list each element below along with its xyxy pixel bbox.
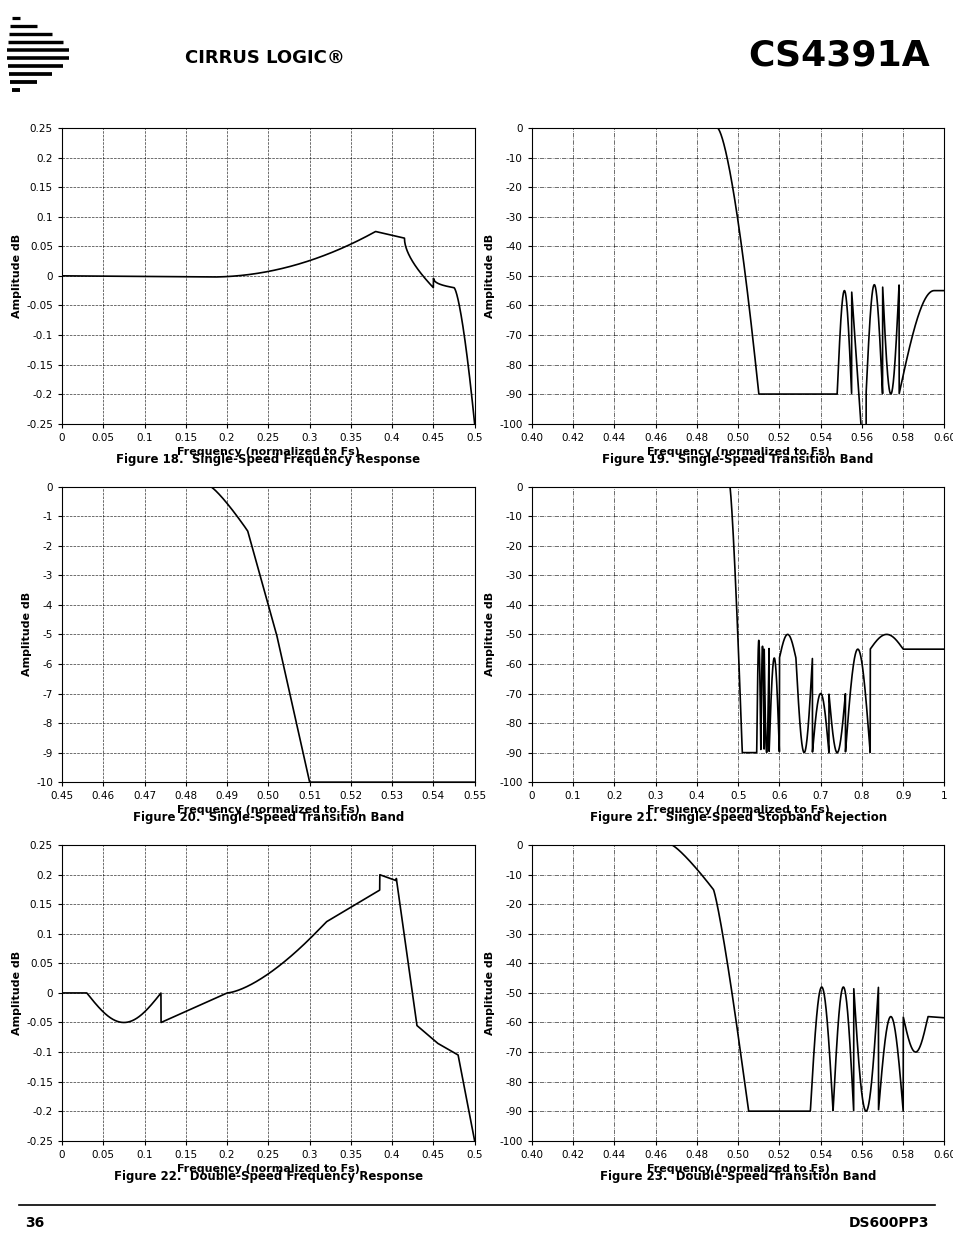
X-axis label: Frequency (normalized to Fs): Frequency (normalized to Fs): [176, 1163, 359, 1174]
X-axis label: Frequency (normalized to Fs): Frequency (normalized to Fs): [646, 1163, 829, 1174]
X-axis label: Frequency (normalized to Fs): Frequency (normalized to Fs): [646, 447, 829, 457]
Y-axis label: Amplitude dB: Amplitude dB: [22, 593, 31, 677]
Text: Figure 21.  Single-Speed Stopband Rejection: Figure 21. Single-Speed Stopband Rejecti…: [589, 811, 885, 825]
Text: Figure 23.  Double-Speed Transition Band: Figure 23. Double-Speed Transition Band: [599, 1170, 876, 1183]
Text: Figure 18.  Single-Speed Frequency Response: Figure 18. Single-Speed Frequency Respon…: [116, 453, 420, 466]
X-axis label: Frequency (normalized to Fs): Frequency (normalized to Fs): [176, 447, 359, 457]
Text: CIRRUS LOGIC®: CIRRUS LOGIC®: [185, 49, 345, 67]
Y-axis label: Amplitude dB: Amplitude dB: [12, 951, 22, 1035]
Text: Figure 20.  Single-Speed Transition Band: Figure 20. Single-Speed Transition Band: [132, 811, 403, 825]
Text: Figure 22.  Double-Speed Frequency Response: Figure 22. Double-Speed Frequency Respon…: [113, 1170, 422, 1183]
Y-axis label: Amplitude dB: Amplitude dB: [12, 233, 22, 317]
Text: Figure 19.  Single-Speed Transition Band: Figure 19. Single-Speed Transition Band: [602, 453, 873, 466]
Text: DS600PP3: DS600PP3: [847, 1216, 928, 1230]
Y-axis label: Amplitude dB: Amplitude dB: [485, 593, 495, 677]
Text: 36: 36: [25, 1216, 44, 1230]
Y-axis label: Amplitude dB: Amplitude dB: [485, 233, 495, 317]
Text: CS4391A: CS4391A: [747, 38, 929, 72]
X-axis label: Frequency (normalized to Fs): Frequency (normalized to Fs): [646, 805, 829, 815]
X-axis label: Frequency (normalized to Fs): Frequency (normalized to Fs): [176, 805, 359, 815]
Y-axis label: Amplitude dB: Amplitude dB: [485, 951, 495, 1035]
